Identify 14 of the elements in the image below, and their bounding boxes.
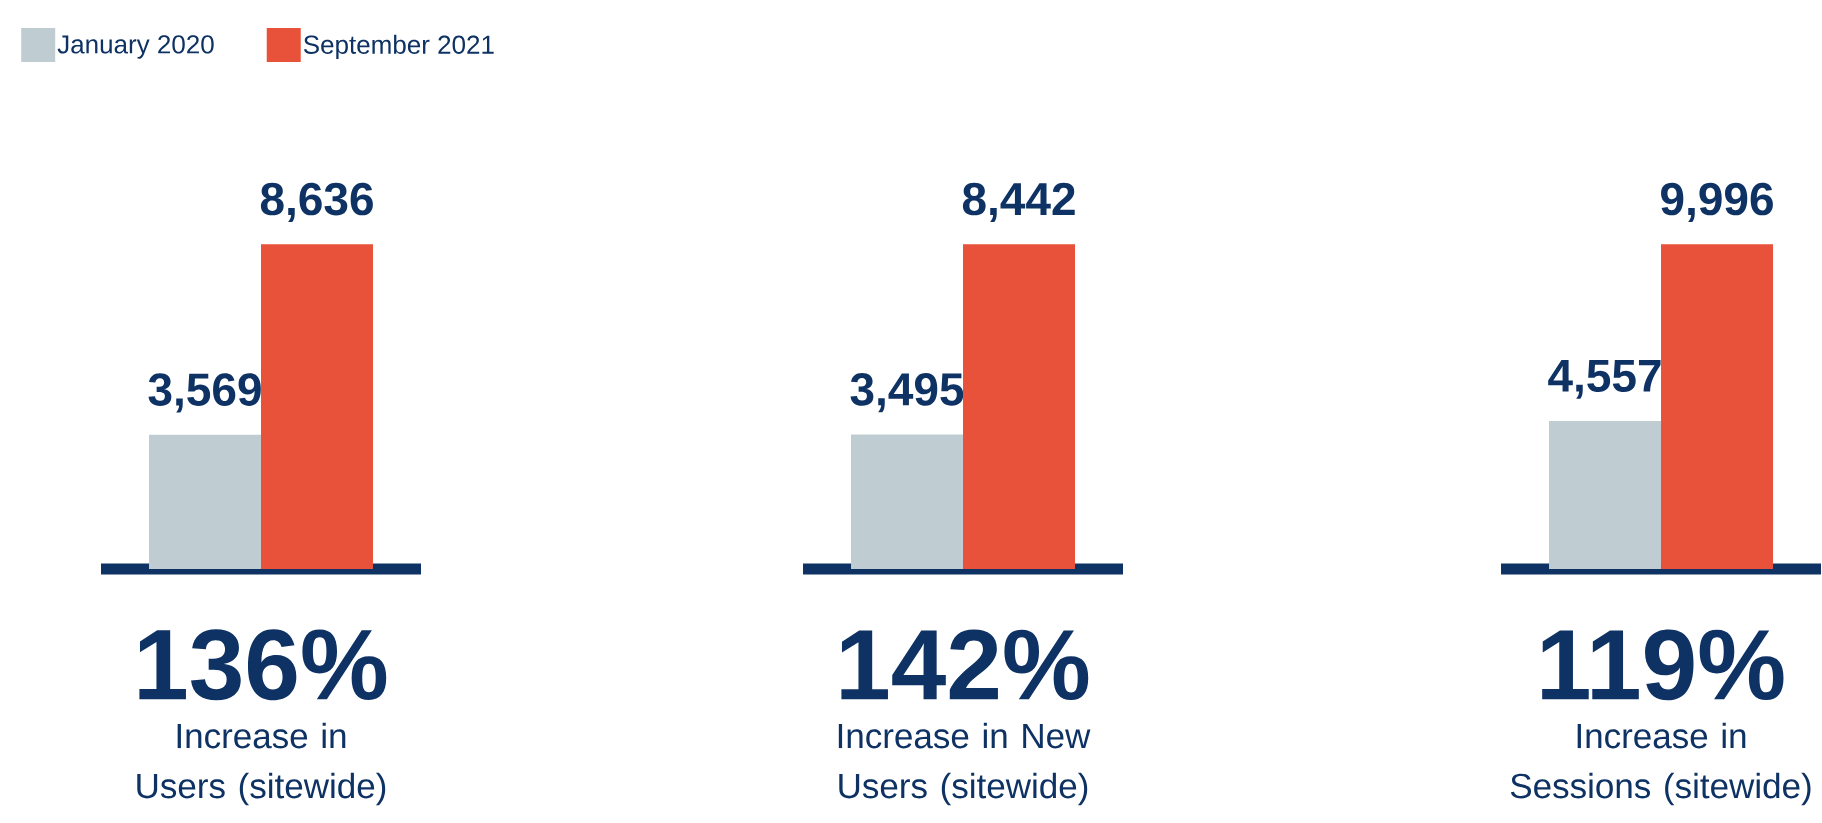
legend-label: September 2021 [303,34,494,60]
legend-label: January 2020 [57,35,214,59]
text: 142% [841,629,1089,701]
data-label: 4,557 [1548,359,1661,399]
data-label: 3,495 [850,373,964,413]
x-axis-title: Increase in Sessions (sitewide) [1510,722,1811,806]
data-label: 3,569 [148,373,261,413]
x-axis-title: Increase in New Users (sitewide) [838,722,1091,806]
x-axis-title: Increase in Users (sitewide) [137,722,386,806]
data-label: 9,996 [1661,182,1773,223]
text: 119% [1542,629,1784,701]
text: 136% [139,629,387,701]
data-label: 8,636 [260,182,373,223]
data-label: 8,442 [962,182,1075,222]
